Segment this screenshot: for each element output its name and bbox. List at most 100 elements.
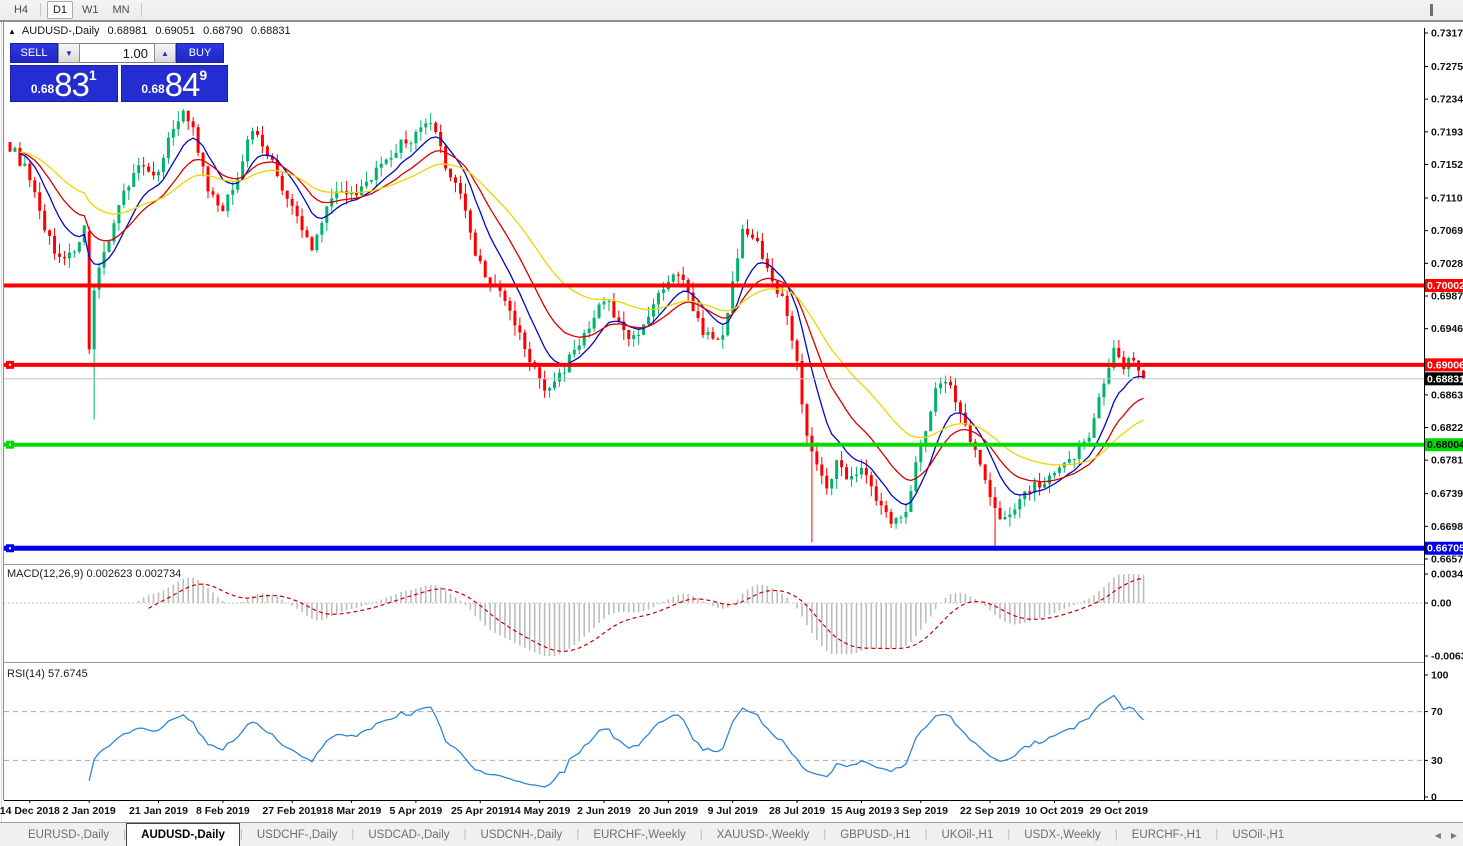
hline-0.68831[interactable]	[4, 378, 1424, 380]
volume-input[interactable]	[80, 43, 154, 63]
svg-text:14 May 2019: 14 May 2019	[509, 805, 570, 817]
svg-text:27 Feb 2019: 27 Feb 2019	[262, 805, 322, 817]
chart-tab-bar: EURUSD-,Daily | AUDUSD-,Daily | USDCHF-,Dail…	[0, 822, 1463, 846]
svg-text:8 Feb 2019: 8 Feb 2019	[196, 805, 250, 817]
chart-tab-eurchf-h1[interactable]: EURCHF-,H1	[1131, 828, 1202, 841]
chart-tab-usoil-h1[interactable]: USOil-,H1	[1232, 828, 1285, 841]
tab-separator: |	[123, 828, 127, 841]
ohlc-low: 0.68790	[203, 25, 243, 37]
sell-price-big: 83	[54, 65, 90, 103]
price-flag-0.66705: 0.66705	[1425, 541, 1463, 555]
chart-tab-usdcnh-daily[interactable]: USDCNH-,Daily	[480, 828, 563, 841]
svg-text:3 Sep 2019: 3 Sep 2019	[894, 805, 948, 817]
chart-tab-eurchf-weekly[interactable]: EURCHF-,Weekly	[593, 828, 686, 841]
chart-tab-usdcad-daily[interactable]: USDCAD-,Daily	[368, 828, 450, 841]
svg-text:15 Aug 2019: 15 Aug 2019	[831, 805, 892, 817]
svg-text:2 Jan 2019: 2 Jan 2019	[63, 805, 116, 817]
svg-text:2 Jun 2019: 2 Jun 2019	[577, 805, 631, 817]
tab-separator: |	[924, 828, 928, 841]
sell-button[interactable]: SELL	[10, 43, 58, 63]
tab-separator: |	[239, 828, 243, 841]
svg-text:29 Oct 2019: 29 Oct 2019	[1090, 805, 1149, 817]
sell-price-tile[interactable]: 0.68 83 1	[10, 65, 118, 102]
tab-separator: |	[351, 828, 355, 841]
svg-text:0.66705: 0.66705	[1427, 543, 1463, 555]
buy-price-tile[interactable]: 0.68 84 9	[120, 65, 228, 102]
tab-separator: |	[1215, 828, 1219, 841]
svg-text:-0.00637: -0.00637	[1431, 651, 1463, 663]
chart-title: ▲ AUDUSD-,Daily 0.68981 0.69051 0.68790 …	[8, 25, 291, 37]
svg-text:0.68831: 0.68831	[1427, 373, 1463, 385]
rsi-label: RSI(14) 57.6745	[7, 668, 88, 680]
hline-0.69006[interactable]	[4, 360, 1424, 369]
hline-0.68004[interactable]	[4, 440, 1424, 449]
tab-separator: |	[699, 828, 703, 841]
chart-tab-usdchf-daily[interactable]: USDCHF-,Daily	[256, 828, 338, 841]
svg-text:0.68004: 0.68004	[1427, 439, 1463, 451]
ma-line-18	[19, 149, 1144, 483]
macd-signal-line	[148, 577, 1144, 652]
svg-text:10 Oct 2019: 10 Oct 2019	[1025, 805, 1084, 817]
price-flag-0.68004: 0.68004	[1425, 438, 1463, 452]
timeframe-button-mn[interactable]: MN	[112, 4, 130, 16]
date-axis[interactable]: 14 Dec 2018 2 Jan 2019 21 Jan 2019 8 Feb 20…	[0, 800, 1148, 817]
timeframe-button-d1[interactable]: D1	[47, 1, 73, 19]
macd-histogram	[137, 574, 1145, 656]
tab-scroll-right-icon[interactable]: ▶	[1450, 830, 1457, 840]
hline-0.70002[interactable]	[4, 283, 1424, 288]
tab-scroll: ◀ ▶	[1435, 823, 1457, 846]
ma-line-36	[19, 151, 1144, 466]
ma-line-9	[19, 136, 1144, 506]
svg-text:0.00349: 0.00349	[1431, 569, 1463, 581]
price-flag-0.68831: 0.68831	[1425, 372, 1463, 386]
tab-separator: |	[1114, 828, 1118, 841]
one-click-trading-panel: SELL ▼ ▲ BUY 0.68 83 1 0.68 84 9	[10, 43, 228, 102]
volume-decrease-button[interactable]: ▼	[58, 43, 80, 63]
sell-price-pip: 1	[88, 67, 97, 83]
buy-price-pip: 9	[199, 67, 208, 83]
chart-tab-audusd-daily[interactable]: AUDUSD-,Daily	[126, 823, 240, 846]
svg-text:20 Jun 2019: 20 Jun 2019	[639, 805, 699, 817]
chart-symbol-label: AUDUSD-,Daily	[21, 25, 100, 37]
ohlc-high: 0.69051	[155, 25, 196, 37]
volume-increase-button[interactable]: ▲	[154, 43, 176, 63]
chart-tab-eurusd-daily[interactable]: EURUSD-,Daily	[28, 828, 110, 841]
tab-scroll-left-icon[interactable]: ◀	[1434, 830, 1441, 840]
toolbar-separator	[40, 3, 41, 17]
ohlc-close: 0.68831	[250, 25, 291, 37]
timeframe-button-w1[interactable]: W1	[82, 4, 99, 16]
svg-text:70: 70	[1431, 706, 1443, 718]
tab-separator: |	[823, 828, 827, 841]
timeframe-button-h4[interactable]: H4	[13, 4, 29, 16]
panel-collapse-icon[interactable]: ▲	[8, 26, 16, 36]
svg-text:0.69006: 0.69006	[1427, 359, 1463, 371]
hline-0.66705[interactable]	[4, 544, 1424, 553]
rsi-line	[88, 694, 1144, 788]
svg-text:14 Dec 2018: 14 Dec 2018	[0, 805, 60, 817]
svg-text:0: 0	[1431, 792, 1437, 804]
svg-text:9 Jul 2019: 9 Jul 2019	[708, 805, 758, 817]
svg-text:25 Apr 2019: 25 Apr 2019	[451, 805, 510, 817]
chart-tab-ukoil-h1[interactable]: UKOil-,H1	[941, 828, 994, 841]
svg-text:18 Mar 2019: 18 Mar 2019	[322, 805, 382, 817]
chart-tab-usdx-weekly[interactable]: USDX-,Weekly	[1024, 828, 1101, 841]
buy-button[interactable]: BUY	[176, 43, 224, 63]
price-flag-0.69006: 0.69006	[1425, 358, 1463, 372]
chart-tab-xauusd-weekly[interactable]: XAUUSD-,Weekly	[716, 828, 810, 841]
tab-separator: |	[576, 828, 580, 841]
chart-tab-gbpusd-h1[interactable]: GBPUSD-,H1	[840, 828, 911, 841]
svg-text:0.70002: 0.70002	[1427, 280, 1463, 292]
